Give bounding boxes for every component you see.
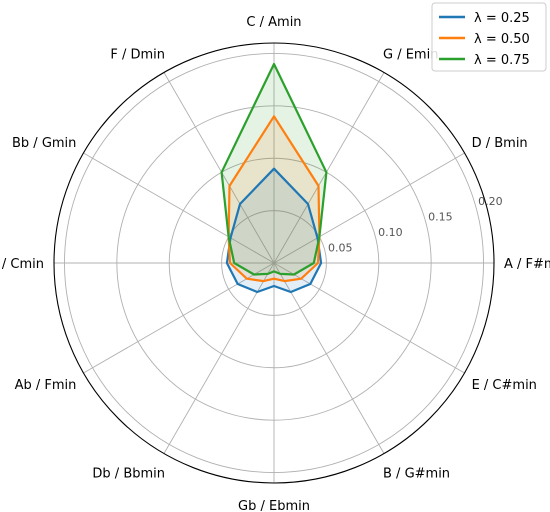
legend-label-1: λ = 0.50 — [474, 32, 530, 47]
category-label: A / F#min — [504, 257, 550, 272]
spoke-10 — [83, 152, 275, 264]
category-label: F / Dmin — [110, 47, 165, 62]
legend-label-2: λ = 0.75 — [474, 53, 530, 68]
spoke-2 — [273, 152, 465, 264]
series-layer — [220, 62, 328, 294]
spoke-8 — [83, 262, 275, 374]
outer-frame — [53, 42, 495, 484]
axis-labels: C / Amin G / Emin D / Bmin A / F#min E / C#m… — [0, 15, 550, 512]
r-tick-label: 0.10 — [378, 226, 403, 239]
grid: 0.05 0.10 0.15 0.20 — [53, 42, 503, 484]
series-fill-1 — [228, 116, 320, 282]
spoke-4 — [273, 262, 465, 374]
series-fill-0 — [226, 168, 322, 292]
series-line-2 — [220, 62, 328, 276]
category-label: Eb / Cmin — [0, 257, 44, 272]
legend: λ = 0.25 λ = 0.50 λ = 0.75 — [431, 2, 547, 72]
category-label: Bb / Gmin — [12, 136, 76, 151]
spoke-7 — [163, 262, 275, 454]
category-label: G / Emin — [383, 47, 438, 62]
legend-box — [431, 2, 547, 72]
category-label: Ab / Fmin — [15, 378, 77, 393]
category-label: Gb / Ebmin — [238, 499, 310, 512]
series-line-0 — [225, 167, 323, 294]
category-label: B / G#min — [383, 467, 450, 482]
spoke-1 — [273, 72, 385, 264]
legend-label-0: λ = 0.25 — [474, 11, 530, 26]
spoke-11 — [163, 72, 275, 264]
category-label: Db / Bbmin — [92, 467, 165, 482]
r-tick-label: 0.15 — [428, 211, 453, 224]
spoke-5 — [273, 262, 385, 454]
category-label: E / C#min — [472, 378, 537, 393]
r-tick-label: 0.05 — [328, 242, 353, 255]
r-tick-label: 0.20 — [478, 195, 503, 208]
category-label: D / Bmin — [472, 136, 528, 151]
category-label: C / Amin — [246, 15, 301, 30]
